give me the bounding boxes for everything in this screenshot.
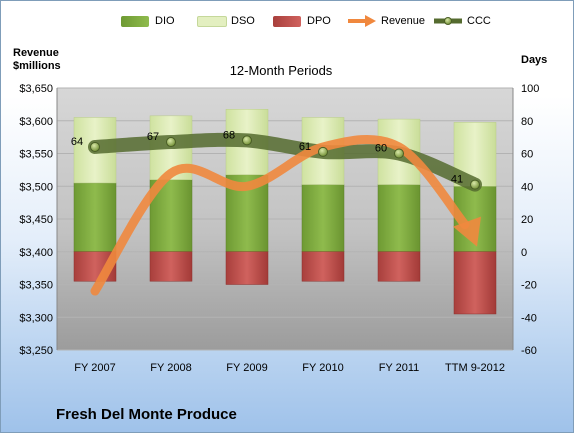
left-tick-label: $3,500 [19, 181, 53, 193]
legend-label-dio: DIO [155, 15, 175, 27]
company-name: Fresh Del Monte Produce [56, 406, 237, 423]
bar-dpo [301, 251, 345, 282]
right-tick-label: -20 [521, 280, 537, 292]
revenue-arrowhead [453, 216, 481, 247]
category-label: FY 2007 [74, 362, 115, 374]
ccc-marker [318, 146, 328, 157]
bar-dpo [453, 251, 497, 315]
ccc-marker [470, 179, 480, 190]
category-label: FY 2011 [379, 362, 420, 374]
bar-dpo [377, 251, 421, 282]
category-label: FY 2008 [150, 362, 191, 374]
left-tick-label: $3,450 [19, 214, 53, 226]
category-label: FY 2009 [226, 362, 267, 374]
right-tick-label: 40 [521, 181, 533, 193]
right-tick-label: -40 [521, 312, 537, 324]
ccc-marker [394, 148, 404, 159]
right-tick-label: 100 [521, 83, 539, 95]
ccc-data-label: 60 [375, 143, 387, 155]
ccc-data-label: 64 [71, 136, 83, 148]
legend-label-ccc: CCC [467, 15, 491, 27]
right-tick-label: -60 [521, 345, 537, 357]
left-tick-label: $3,650 [19, 83, 53, 95]
legend-swatch-dio [121, 16, 149, 27]
bar-dio [73, 182, 117, 253]
left-tick-label: $3,400 [19, 247, 53, 259]
right-axis-title: Days [521, 54, 548, 66]
right-tick-label: 60 [521, 149, 533, 161]
bar-dpo [149, 251, 193, 282]
ccc-marker [242, 135, 252, 146]
legend-swatch-ccc [434, 17, 462, 25]
left-axis-title-line1: Revenue [13, 47, 59, 59]
legend-label-dpo: DPO [307, 15, 331, 27]
chart-title: 12-Month Periods [229, 63, 333, 78]
left-tick-label: $3,350 [19, 280, 53, 292]
legend-swatch-revenue [348, 15, 376, 27]
legend-label-revenue: Revenue [381, 15, 426, 27]
bar-dio [301, 184, 345, 252]
left-tick-label: $3,550 [19, 149, 53, 161]
ccc-data-label: 67 [147, 131, 159, 143]
left-tick-label: $3,300 [19, 312, 53, 324]
left-axis-title-line2: $millions [13, 60, 61, 72]
ccc-data-label: 41 [451, 174, 463, 186]
category-label: TTM 9-2012 [445, 362, 505, 374]
ccc-marker [166, 137, 176, 148]
bar-dpo [225, 251, 269, 285]
left-tick-label: $3,250 [19, 345, 53, 357]
legend: DIO DSO DPO Revenue CCC [1, 1, 573, 35]
category-label: FY 2010 [302, 362, 343, 374]
legend-label-dso: DSO [231, 15, 255, 27]
right-tick-label: 20 [521, 214, 533, 226]
right-tick-label: 80 [521, 116, 533, 128]
ccc-data-label: 61 [299, 141, 311, 153]
legend-swatch-dso [197, 16, 227, 27]
revenue-line [90, 134, 470, 296]
left-axis-title: Revenue $millions [13, 47, 61, 73]
ccc-data-label: 68 [223, 129, 235, 141]
ccc-marker [90, 141, 100, 152]
left-tick-label: $3,600 [19, 116, 53, 128]
legend-swatch-dpo [273, 16, 301, 27]
right-tick-label: 0 [521, 247, 527, 259]
bar-dio [377, 184, 421, 252]
